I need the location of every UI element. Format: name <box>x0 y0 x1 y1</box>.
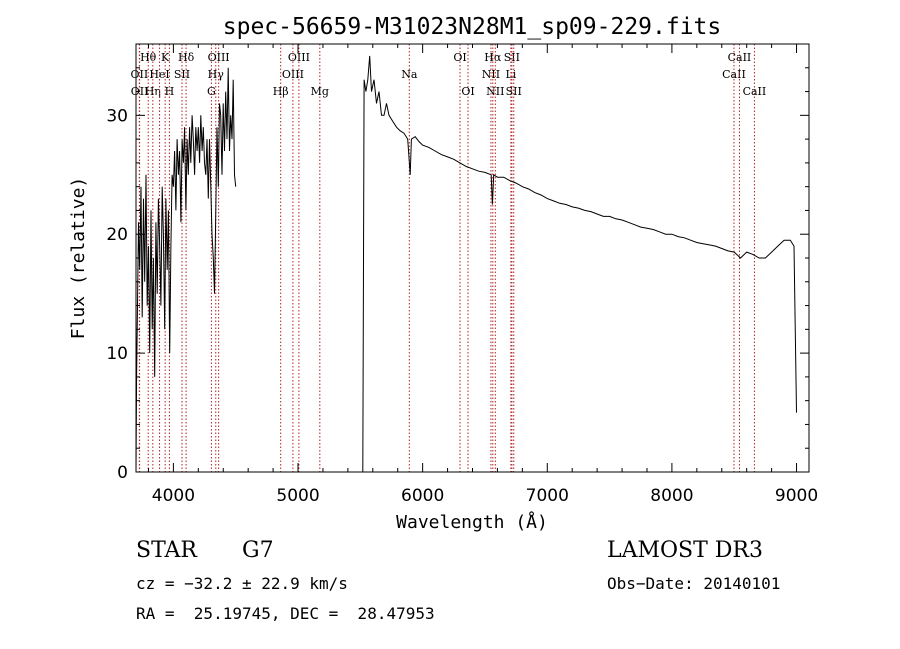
line-marker-label: Na <box>401 68 418 81</box>
line-marker-label: H <box>165 85 175 98</box>
line-marker-label: OIII <box>208 51 230 64</box>
line-marker-label: SII <box>174 68 190 81</box>
spectrum-segment-1 <box>362 55 797 473</box>
obs-date: Obs−Date: 20140101 <box>607 574 781 593</box>
x-tick-label: 8000 <box>650 486 693 506</box>
y-axis: 0 10 20 30 <box>106 67 809 483</box>
line-marker-label: Hγ <box>208 68 225 81</box>
line-marker-label: CaII <box>743 85 767 98</box>
line-marker-label: OI <box>453 51 466 64</box>
line-marker-label: Mg <box>311 85 329 98</box>
y-tick-label: 0 <box>117 463 128 483</box>
x-tick-label: 7000 <box>526 486 569 506</box>
x-tick-label: 6000 <box>401 486 444 506</box>
line-marker-label: CaII <box>728 51 752 64</box>
line-marker-label: HeI <box>149 68 169 81</box>
line-marker-label: CaII <box>722 68 746 81</box>
line-marker-label: OIII <box>288 51 310 64</box>
x-axis: 4000 5000 6000 7000 8000 9000 <box>147 44 818 506</box>
line-marker-label: Li <box>505 68 516 81</box>
line-marker-label: OIII <box>282 68 304 81</box>
line-marker-label: NII <box>486 85 504 98</box>
line-marker-label: NII <box>482 68 500 81</box>
line-marker-label: OII <box>131 68 149 81</box>
coordinates: RA = 25.19745, DEC = 28.47953 <box>136 604 435 623</box>
line-marker-label: SII <box>506 85 522 98</box>
survey-name: LAMOST DR3 <box>607 538 763 563</box>
line-marker-label: Hα <box>484 51 502 64</box>
line-marker-label: Hβ <box>273 85 289 98</box>
line-marker-label: Hθ <box>140 51 157 64</box>
redshift-text: cz = −32.2 ± 22.9 km/s <box>136 574 348 593</box>
spectrum-segment-0 <box>135 67 237 473</box>
x-tick-label: 5000 <box>276 486 319 506</box>
x-tick-label: 4000 <box>152 486 195 506</box>
plot-frame <box>135 43 810 473</box>
x-tick-label: 9000 <box>775 486 818 506</box>
y-tick-label: 20 <box>106 225 128 245</box>
line-marker-label: G <box>207 85 216 98</box>
y-axis-label: Flux (relative) <box>68 177 89 340</box>
line-marker-label: K <box>161 51 170 64</box>
line-marker-label: OI <box>461 85 474 98</box>
y-tick-label: 10 <box>106 344 128 364</box>
chart-title: spec-56659-M31023N28M1_sp09-229.fits <box>223 14 722 40</box>
line-marker-label: SII <box>504 51 520 64</box>
x-axis-label: Wavelength (Å) <box>396 511 548 533</box>
y-tick-label: 30 <box>106 106 128 126</box>
object-subclass: G7 <box>242 538 274 563</box>
spectrum-plot <box>135 55 797 473</box>
object-type: STAR <box>136 538 197 563</box>
line-marker-label: Hη <box>145 85 161 98</box>
line-marker-label: Hδ <box>178 51 195 64</box>
